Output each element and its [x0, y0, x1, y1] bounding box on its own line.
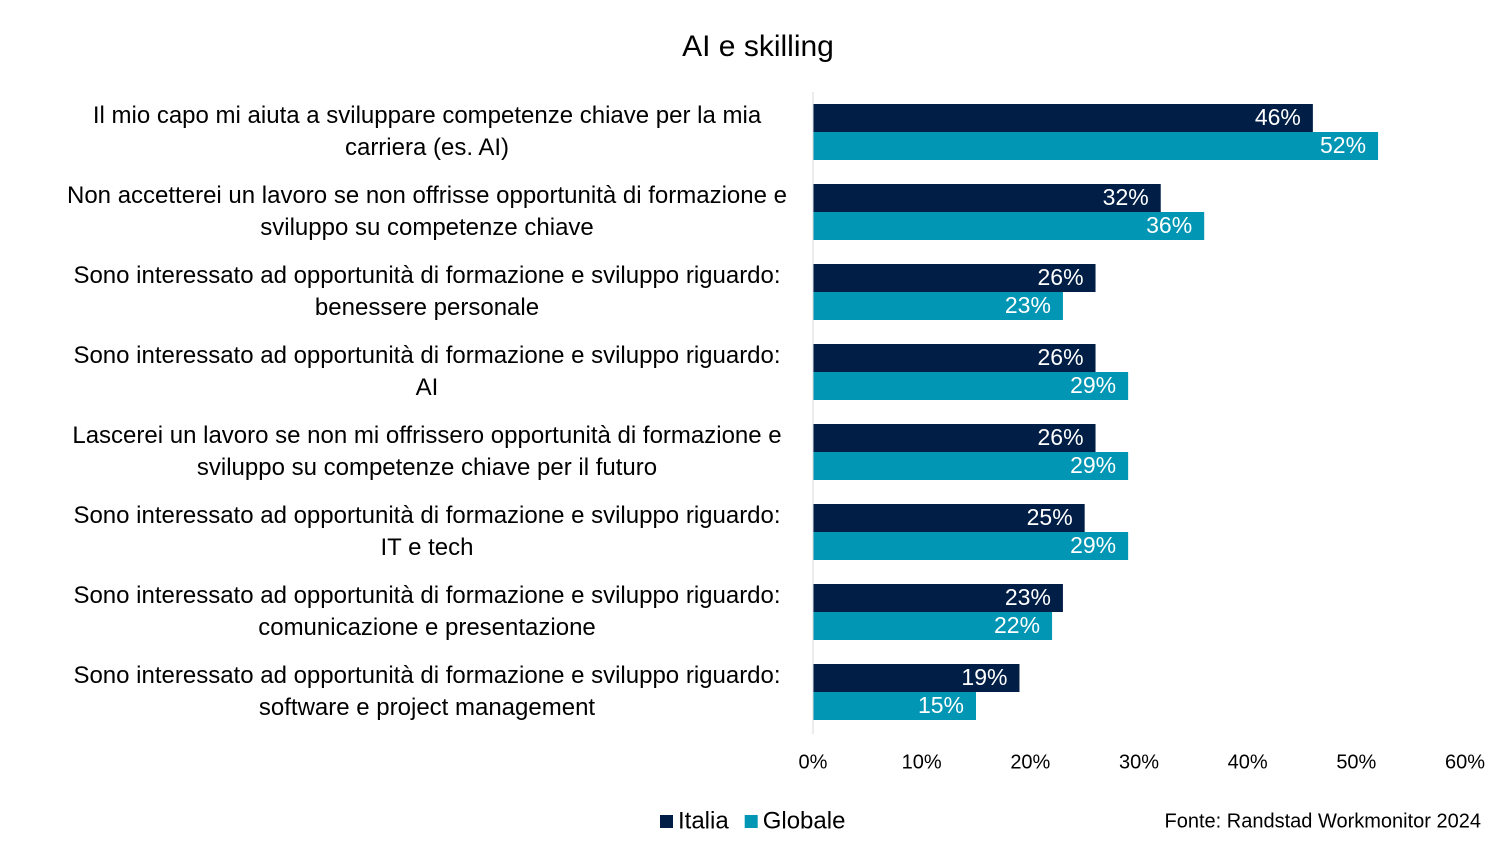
value-label: 52% [1320, 132, 1366, 158]
value-label: 25% [1027, 504, 1073, 530]
category-label: Il mio capo mi aiuta a sviluppare compet… [92, 102, 762, 161]
value-label: 15% [918, 692, 964, 718]
value-label: 32% [1103, 184, 1149, 210]
value-label: 26% [1037, 264, 1083, 290]
value-label: 46% [1255, 104, 1301, 130]
x-tick-label: 50% [1336, 751, 1376, 773]
value-label: 26% [1037, 424, 1083, 450]
value-label: 36% [1146, 212, 1192, 238]
category-label: Sono interessato ad opportunità di forma… [73, 502, 781, 561]
bar [813, 532, 1129, 560]
bar [813, 504, 1085, 532]
bar [813, 584, 1063, 612]
bar [813, 344, 1096, 372]
category-label: Lascerei un lavoro se non mi offrissero … [72, 422, 782, 481]
bar [813, 424, 1096, 452]
x-tick-label: 10% [902, 751, 942, 773]
bar [813, 612, 1053, 640]
bar [813, 184, 1161, 212]
x-tick-label: 40% [1228, 751, 1268, 773]
bar [813, 292, 1063, 320]
category-label: Sono interessato ad opportunità di forma… [73, 582, 781, 641]
bar [813, 692, 976, 720]
source: Fonte: Randstad Workmonitor 2024 [1165, 810, 1481, 832]
category-label: Non accetterei un lavoro se non offrisse… [67, 182, 787, 241]
x-tick-label: 0% [799, 751, 828, 773]
legend-swatch [660, 815, 673, 828]
bar [813, 664, 1020, 692]
category-label: Sono interessato ad opportunità di forma… [73, 262, 781, 321]
legend-label: Italia [678, 807, 729, 834]
value-label: 26% [1037, 344, 1083, 370]
x-tick-label: 20% [1010, 751, 1050, 773]
category-label: Sono interessato ad opportunità di forma… [73, 342, 781, 401]
value-label: 19% [961, 664, 1007, 690]
value-label: 23% [1005, 584, 1051, 610]
legend-swatch [744, 815, 758, 828]
x-tick-label: 60% [1445, 751, 1485, 773]
value-label: 23% [1005, 292, 1051, 318]
bar [813, 212, 1205, 240]
category-label: Sono interessato ad opportunità di forma… [73, 662, 781, 721]
legend-label: Globale [763, 807, 846, 834]
value-label: 29% [1070, 372, 1116, 398]
bar [813, 132, 1379, 160]
bar [813, 452, 1129, 480]
value-label: 22% [994, 612, 1040, 638]
bar [813, 372, 1129, 400]
bar [813, 104, 1313, 132]
x-tick-label: 30% [1119, 751, 1159, 773]
value-label: 29% [1070, 532, 1116, 558]
bar [813, 264, 1096, 292]
value-label: 29% [1070, 452, 1116, 478]
chart-title: AI e skilling [682, 30, 834, 63]
